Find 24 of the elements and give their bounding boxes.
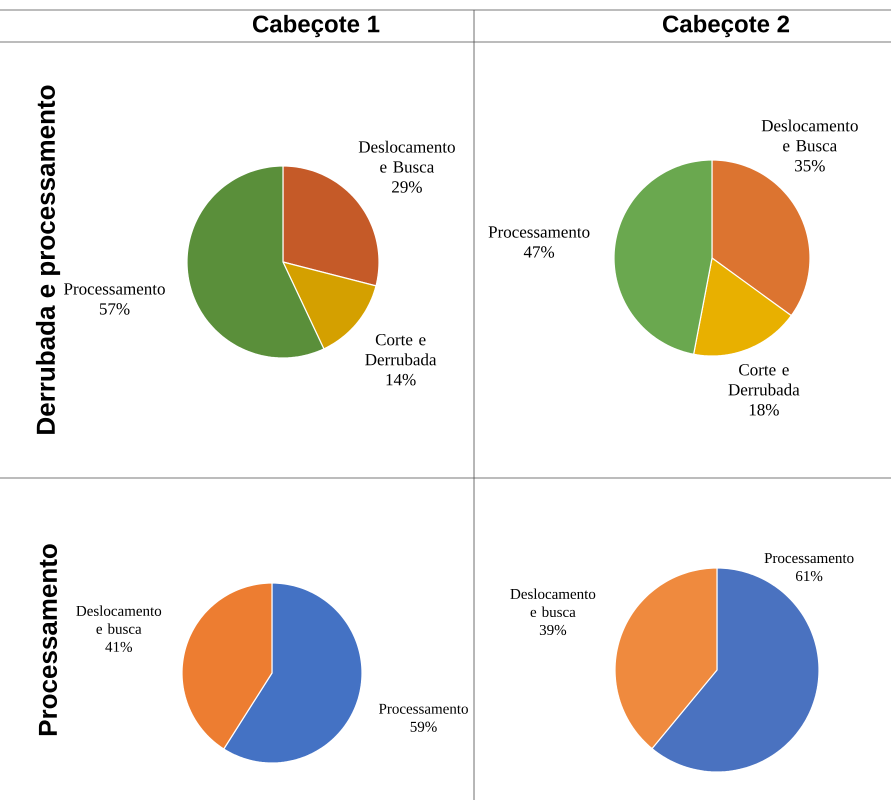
slice-label: Processamento (64, 283, 165, 295)
slice-label: Processamento (764, 553, 854, 564)
data-label: 57% (100, 303, 130, 315)
text: Derrubada e processamento (36, 86, 60, 434)
data-label: 35% (795, 160, 825, 172)
slice-label: Corte e Derrubada (365, 334, 436, 366)
data-label: 59% (410, 722, 437, 732)
slice-label: Deslocamento e Busca (762, 119, 858, 152)
chart-title: Cabeçote 1 (252, 14, 380, 38)
slice-label: Deslocamento e Busca (358, 140, 455, 173)
data-label: 47% (524, 246, 554, 258)
text: Processamento (38, 544, 58, 736)
data-label: 41% (105, 642, 132, 652)
slice-label: Deslocamento e busca (76, 605, 162, 634)
chart-title: Cabeçote 2 (662, 14, 790, 38)
data-label: 61% (796, 570, 822, 582)
data-label: 29% (392, 181, 422, 193)
slice-label: Processamento (378, 704, 468, 714)
data-label: 18% (750, 404, 779, 416)
slice-label: Corte e Derrubada (728, 364, 800, 396)
data-label: 39% (540, 624, 566, 636)
data-label: 14% (386, 374, 416, 386)
slice-label: Processamento (488, 226, 590, 238)
slice-label: Deslocamento e busca (510, 588, 596, 618)
